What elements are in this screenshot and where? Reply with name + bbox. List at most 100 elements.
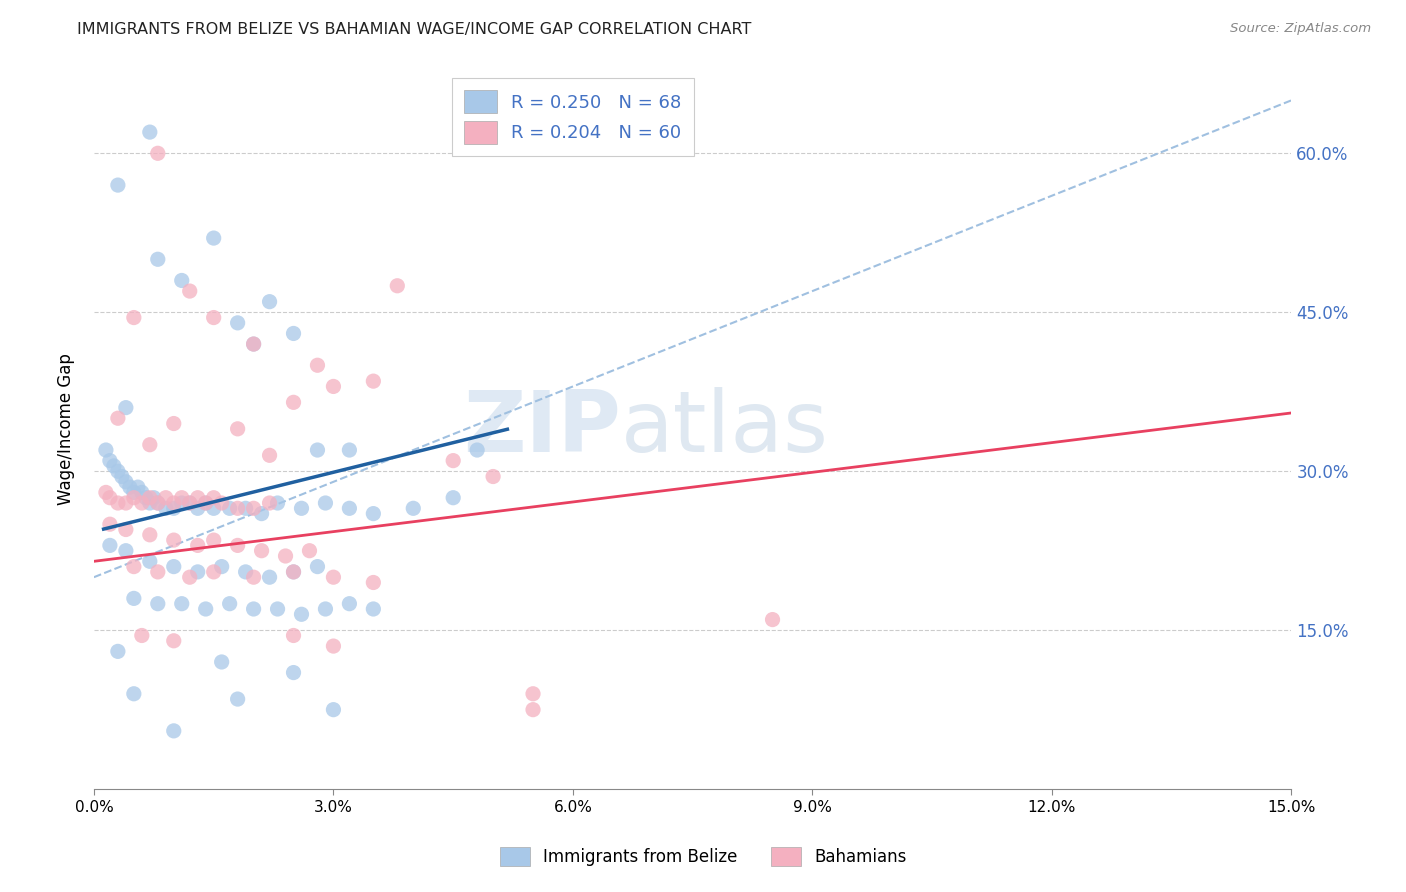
- Point: [761, 613, 783, 627]
- Point: [218, 597, 240, 611]
- Point: [146, 146, 169, 161]
- Point: [322, 379, 344, 393]
- Point: [259, 570, 281, 584]
- Point: [202, 533, 225, 547]
- Point: [339, 597, 361, 611]
- Point: [170, 491, 193, 505]
- Point: [259, 448, 281, 462]
- Point: [307, 443, 329, 458]
- Point: [194, 602, 217, 616]
- Point: [283, 665, 305, 680]
- Point: [187, 538, 209, 552]
- Point: [202, 231, 225, 245]
- Point: [290, 607, 312, 622]
- Point: [118, 480, 141, 494]
- Point: [131, 496, 153, 510]
- Point: [250, 543, 273, 558]
- Point: [283, 565, 305, 579]
- Point: [107, 464, 129, 478]
- Point: [211, 496, 233, 510]
- Point: [218, 501, 240, 516]
- Point: [98, 453, 121, 467]
- Point: [187, 501, 209, 516]
- Point: [115, 523, 138, 537]
- Point: [202, 310, 225, 325]
- Point: [98, 491, 121, 505]
- Point: [322, 570, 344, 584]
- Point: [242, 337, 264, 351]
- Point: [163, 559, 186, 574]
- Point: [142, 491, 165, 505]
- Point: [163, 533, 186, 547]
- Point: [103, 458, 125, 473]
- Point: [122, 491, 145, 505]
- Point: [283, 565, 305, 579]
- Point: [146, 496, 169, 510]
- Point: [98, 538, 121, 552]
- Point: [202, 501, 225, 516]
- Point: [139, 496, 162, 510]
- Point: [307, 358, 329, 372]
- Point: [139, 491, 162, 505]
- Point: [290, 501, 312, 516]
- Point: [283, 628, 305, 642]
- Point: [122, 687, 145, 701]
- Point: [314, 496, 336, 510]
- Point: [98, 517, 121, 532]
- Point: [363, 374, 385, 388]
- Point: [122, 485, 145, 500]
- Point: [322, 703, 344, 717]
- Point: [235, 501, 257, 516]
- Point: [226, 538, 249, 552]
- Point: [146, 565, 169, 579]
- Point: [107, 496, 129, 510]
- Point: [163, 723, 186, 738]
- Point: [441, 491, 464, 505]
- Point: [163, 633, 186, 648]
- Point: [211, 559, 233, 574]
- Point: [266, 496, 288, 510]
- Point: [283, 395, 305, 409]
- Point: [465, 443, 488, 458]
- Point: [163, 496, 186, 510]
- Point: [339, 443, 361, 458]
- Point: [107, 411, 129, 425]
- Point: [250, 507, 273, 521]
- Point: [127, 480, 149, 494]
- Point: [522, 687, 544, 701]
- Point: [441, 453, 464, 467]
- Point: [115, 496, 138, 510]
- Text: atlas: atlas: [621, 387, 830, 470]
- Legend: R = 0.250   N = 68, R = 0.204   N = 60: R = 0.250 N = 68, R = 0.204 N = 60: [451, 78, 695, 156]
- Point: [402, 501, 425, 516]
- Point: [314, 602, 336, 616]
- Point: [146, 496, 169, 510]
- Point: [107, 178, 129, 193]
- Point: [107, 644, 129, 658]
- Point: [387, 278, 409, 293]
- Point: [522, 703, 544, 717]
- Point: [115, 543, 138, 558]
- Point: [179, 570, 201, 584]
- Point: [146, 597, 169, 611]
- Point: [482, 469, 505, 483]
- Point: [298, 543, 321, 558]
- Text: IMMIGRANTS FROM BELIZE VS BAHAMIAN WAGE/INCOME GAP CORRELATION CHART: IMMIGRANTS FROM BELIZE VS BAHAMIAN WAGE/…: [77, 22, 752, 37]
- Point: [226, 692, 249, 706]
- Point: [115, 475, 138, 489]
- Point: [131, 485, 153, 500]
- Point: [274, 549, 297, 563]
- Point: [163, 417, 186, 431]
- Point: [115, 401, 138, 415]
- Text: ZIP: ZIP: [463, 387, 621, 470]
- Point: [139, 528, 162, 542]
- Point: [242, 602, 264, 616]
- Point: [122, 310, 145, 325]
- Point: [122, 591, 145, 606]
- Point: [179, 496, 201, 510]
- Point: [363, 575, 385, 590]
- Point: [94, 485, 117, 500]
- Legend: Immigrants from Belize, Bahamians: Immigrants from Belize, Bahamians: [491, 838, 915, 875]
- Point: [242, 570, 264, 584]
- Point: [226, 501, 249, 516]
